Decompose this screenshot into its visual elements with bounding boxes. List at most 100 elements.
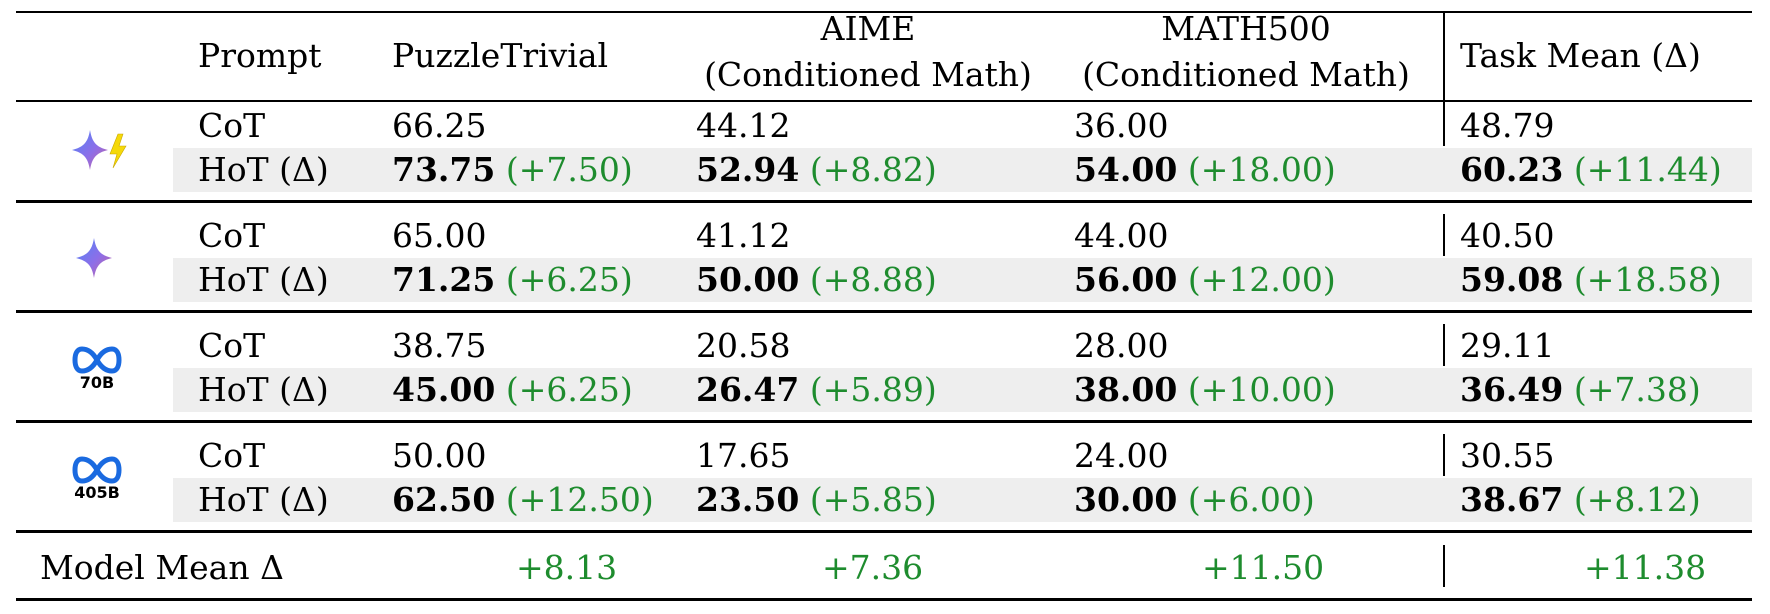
hot-math500: 38.00 (+10.00) (1074, 370, 1336, 410)
header-math500: MATH500 (Conditioned Math) (1074, 6, 1418, 98)
hot-score-value: 73.75 (392, 150, 496, 189)
hot-task-mean: 60.23 (+11.44) (1460, 150, 1722, 190)
header-math500-line1: MATH500 (1161, 9, 1331, 48)
hot-row-shade-1 (173, 148, 1752, 192)
group-rule-3 (16, 420, 1752, 423)
hot-prompt-label: HoT (Δ) (198, 480, 329, 519)
bottom-rule (16, 598, 1752, 601)
cot-aime: 44.12 (696, 106, 791, 145)
header-prompt: Prompt (198, 36, 322, 75)
hot-score-value: 50.00 (696, 260, 800, 299)
cot-prompt-label: CoT (198, 326, 266, 365)
cot-prompt-label: CoT (198, 216, 266, 255)
results-table: Prompt PuzzleTrivial AIME (Conditioned M… (16, 0, 1752, 614)
hot-score-delta: (+12.50) (505, 480, 654, 519)
header-separator (1443, 13, 1445, 100)
cot-aime: 41.12 (696, 216, 791, 255)
cot-math500: 28.00 (1074, 326, 1169, 365)
cot-math500: 44.00 (1074, 216, 1169, 255)
header-math500-line2: (Conditioned Math) (1082, 55, 1410, 94)
header-aime: AIME (Conditioned Math) (696, 6, 1040, 98)
hot-score-value: 59.08 (1460, 260, 1564, 299)
hot-score-value: 60.23 (1460, 150, 1564, 189)
hot-row-shade-3 (173, 368, 1752, 412)
cot-puzzletrivial: 50.00 (392, 436, 487, 475)
footer-aime: +7.36 (822, 548, 924, 587)
header-aime-line2: (Conditioned Math) (704, 55, 1032, 94)
separator-footer (1443, 545, 1445, 587)
cot-math500: 36.00 (1074, 106, 1169, 145)
cot-prompt-label: CoT (198, 436, 266, 475)
hot-row-shade-4 (173, 478, 1752, 522)
header-puzzletrivial: PuzzleTrivial (392, 36, 609, 75)
separator-1 (1443, 102, 1445, 146)
footer-label: Model Mean Δ (40, 548, 284, 587)
hot-score-value: 23.50 (696, 480, 800, 519)
model-size-label: 70B (79, 373, 115, 392)
hot-task-mean: 36.49 (+7.38) (1460, 370, 1701, 410)
gemini-icon (76, 238, 112, 278)
hot-row-shade-2 (173, 258, 1752, 302)
hot-score-delta: (+6.25) (505, 260, 633, 299)
cot-puzzletrivial: 65.00 (392, 216, 487, 255)
cot-puzzletrivial: 38.75 (392, 326, 487, 365)
cot-task-mean: 30.55 (1460, 436, 1555, 475)
hot-score-delta: (+5.85) (809, 480, 937, 519)
hot-score-value: 56.00 (1074, 260, 1178, 299)
hot-score-value: 38.00 (1074, 370, 1178, 409)
hot-score-delta: (+8.88) (809, 260, 937, 299)
hot-prompt-label: HoT (Δ) (198, 150, 329, 189)
hot-puzzletrivial: 45.00 (+6.25) (392, 370, 633, 410)
hot-score-value: 38.67 (1460, 480, 1564, 519)
hot-aime: 52.94 (+8.82) (696, 150, 937, 190)
hot-score-delta: (+6.00) (1187, 480, 1315, 519)
hot-task-mean: 59.08 (+18.58) (1460, 260, 1722, 300)
hot-score-delta: (+6.25) (505, 370, 633, 409)
hot-score-delta: (+11.44) (1573, 150, 1722, 189)
cot-task-mean: 48.79 (1460, 106, 1555, 145)
hot-task-mean: 38.67 (+8.12) (1460, 480, 1701, 520)
cot-aime: 20.58 (696, 326, 791, 365)
gemini-flash-icon (72, 130, 127, 170)
hot-score-delta: (+12.00) (1187, 260, 1336, 299)
hot-puzzletrivial: 71.25 (+6.25) (392, 260, 633, 300)
group-rule-4 (16, 530, 1752, 533)
hot-score-value: 71.25 (392, 260, 496, 299)
top-rule (16, 11, 1752, 13)
cot-task-mean: 40.50 (1460, 216, 1555, 255)
cot-aime: 17.65 (696, 436, 791, 475)
hot-score-delta: (+5.89) (809, 370, 937, 409)
hot-puzzletrivial: 62.50 (+12.50) (392, 480, 654, 520)
hot-score-value: 36.49 (1460, 370, 1564, 409)
separator-3 (1443, 324, 1445, 366)
hot-aime: 50.00 (+8.88) (696, 260, 937, 300)
cot-task-mean: 29.11 (1460, 326, 1555, 365)
hot-prompt-label: HoT (Δ) (198, 260, 329, 299)
hot-score-value: 62.50 (392, 480, 496, 519)
hot-score-value: 30.00 (1074, 480, 1178, 519)
cot-puzzletrivial: 66.25 (392, 106, 487, 145)
hot-score-value: 26.47 (696, 370, 800, 409)
hot-aime: 26.47 (+5.89) (696, 370, 937, 410)
header-task-mean: Task Mean (Δ) (1460, 36, 1701, 75)
hot-score-delta: (+18.58) (1573, 260, 1722, 299)
separator-2 (1443, 214, 1445, 256)
hot-score-delta: (+7.50) (505, 150, 633, 189)
header-aime-line1: AIME (820, 9, 916, 48)
hot-math500: 54.00 (+18.00) (1074, 150, 1336, 190)
footer-math500: +11.50 (1202, 548, 1325, 587)
hot-puzzletrivial: 73.75 (+7.50) (392, 150, 633, 190)
hot-score-value: 45.00 (392, 370, 496, 409)
cot-math500: 24.00 (1074, 436, 1169, 475)
meta-llama-405b-badge: 405B (64, 456, 130, 502)
group-rule-1 (16, 200, 1752, 203)
hot-math500: 30.00 (+6.00) (1074, 480, 1315, 520)
hot-score-delta: (+8.12) (1573, 480, 1701, 519)
hot-score-delta: (+8.82) (809, 150, 937, 189)
meta-logo-icon (72, 346, 122, 374)
separator-4 (1443, 434, 1445, 476)
hot-score-delta: (+10.00) (1187, 370, 1336, 409)
footer-puzzletrivial: +8.13 (516, 548, 618, 587)
cot-prompt-label: CoT (198, 106, 266, 145)
meta-llama-70b-badge: 70B (64, 346, 130, 392)
